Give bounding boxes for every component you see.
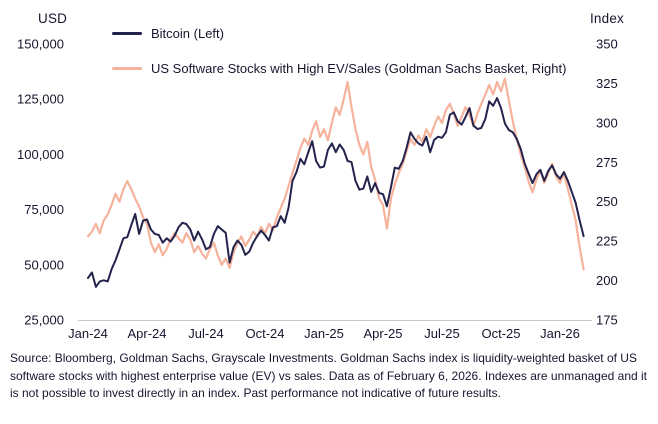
- legend-item-software: US Software Stocks with High EV/Sales (G…: [112, 61, 566, 76]
- right-axis-tick-label: 200: [596, 273, 618, 288]
- legend: Bitcoin (Left) US Software Stocks with H…: [112, 26, 566, 96]
- right-axis-tick-label: 350: [596, 37, 618, 52]
- legend-item-bitcoin: Bitcoin (Left): [112, 26, 566, 41]
- x-axis-tick-label: Oct-24: [245, 326, 284, 341]
- left-axis-title: USD: [38, 11, 68, 26]
- x-axis-tick-label: Jul-24: [188, 326, 223, 341]
- left-axis-tick-label: 50,000: [24, 257, 64, 272]
- left-axis-tick-label: 25,000: [24, 313, 64, 328]
- x-axis-tick-label: Jan-26: [540, 326, 580, 341]
- left-axis-tick-label: 150,000: [17, 37, 64, 52]
- x-axis-tick-label: Jan-24: [68, 326, 108, 341]
- right-axis-title: Index: [589, 11, 624, 26]
- right-axis-tick-label: 175: [596, 313, 618, 328]
- software-line-swatch: [112, 67, 142, 70]
- x-axis-tick-label: Jan-25: [304, 326, 344, 341]
- legend-label-software: US Software Stocks with High EV/Sales (G…: [151, 61, 567, 76]
- x-axis-tick-label: Apr-25: [363, 326, 402, 341]
- right-axis-tick-label: 225: [596, 234, 618, 249]
- chart-svg: 150,000 125,000 100,000 75,000 50,000 25,000 3…: [17, 37, 618, 342]
- right-axis-tick-label: 325: [596, 76, 618, 91]
- bitcoin-line-swatch: [112, 32, 142, 35]
- left-axis-tick-label: 75,000: [24, 202, 64, 217]
- right-axis-tick-label: 275: [596, 155, 618, 170]
- bitcoin-line: [87, 97, 585, 288]
- legend-label-bitcoin: Bitcoin (Left): [151, 26, 224, 41]
- left-axis-tick-label: 100,000: [17, 147, 64, 162]
- software-index-line: [86, 77, 585, 271]
- x-axis-tick-label: Oct-25: [481, 326, 520, 341]
- right-axis-tick-label: 250: [596, 194, 618, 209]
- x-axis-tick-label: Apr-24: [127, 326, 166, 341]
- left-axis-tick-label: 125,000: [17, 92, 64, 107]
- x-axis-tick-label: Jul-25: [424, 326, 459, 341]
- source-footnote: Source: Bloomberg, Goldman Sachs, Graysc…: [10, 351, 648, 401]
- right-axis-tick-label: 300: [596, 115, 618, 130]
